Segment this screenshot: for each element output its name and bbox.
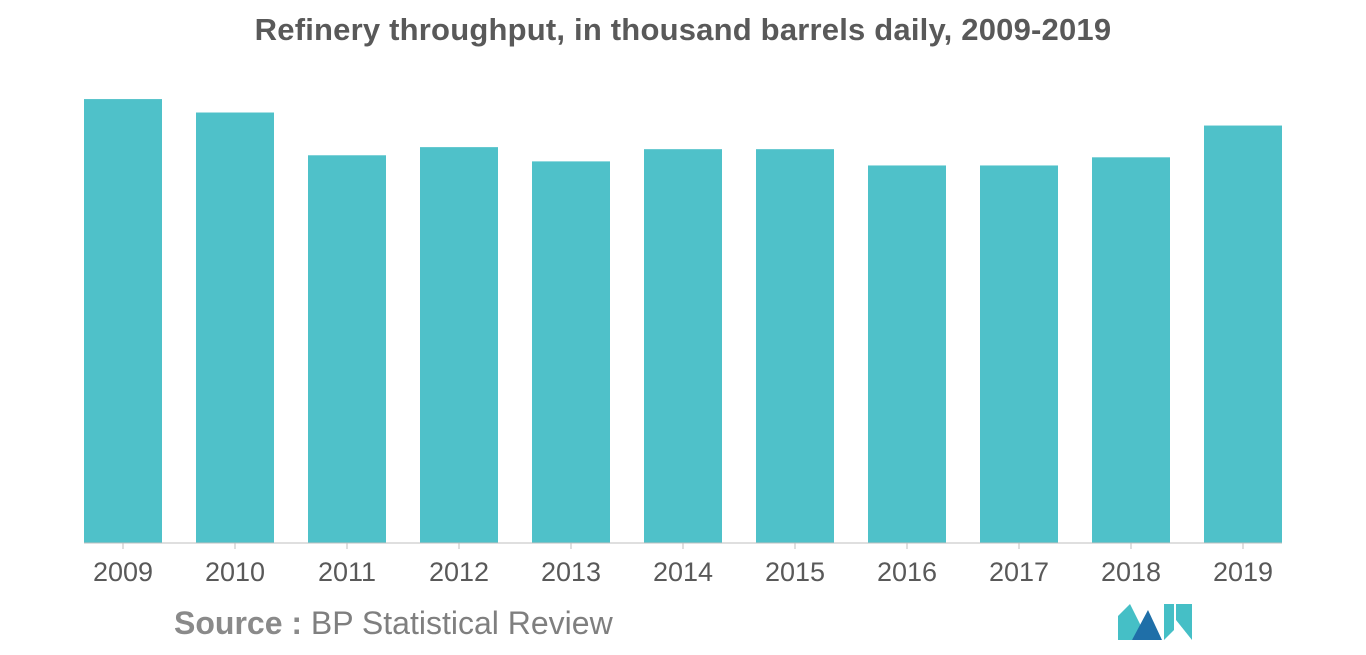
logo-right-shape-a	[1164, 604, 1174, 640]
logo-right-shape-b	[1176, 604, 1192, 640]
bar-2013	[532, 161, 610, 544]
bar-2014	[644, 149, 722, 543]
x-tick-label-2009: 2009	[93, 557, 153, 587]
bar-chart: 2009 2010 2011 2012 2013 2014 2015 2016 2017 2018…	[84, 99, 1282, 587]
source-text: BP Statistical Review	[310, 605, 613, 641]
mordor-intelligence-logo-icon	[1118, 604, 1192, 640]
logo-left-shape	[1118, 604, 1142, 640]
x-ticks-group	[122, 543, 1244, 549]
bar-2009	[84, 99, 162, 543]
bar-2019	[1204, 125, 1282, 543]
x-tick-label-2018: 2018	[1101, 557, 1161, 587]
x-tick-label-2016: 2016	[877, 557, 937, 587]
x-tick-label-2011: 2011	[318, 557, 376, 587]
x-tick-label-2014: 2014	[653, 557, 713, 587]
bar-2010	[196, 112, 274, 543]
x-tick-label-2010: 2010	[205, 557, 265, 587]
x-tick-labels-group: 2009 2010 2011 2012 2013 2014 2015 2016 2017 2018…	[93, 557, 1273, 587]
chart-title: Refinery throughput, in thousand barrels…	[254, 12, 1112, 47]
bar-2018	[1092, 157, 1170, 543]
bar-2011	[308, 155, 386, 543]
x-tick-label-2019: 2019	[1213, 557, 1273, 587]
bars-group	[84, 99, 1282, 544]
x-tick-label-2017: 2017	[989, 557, 1049, 587]
x-tick-label-2015: 2015	[765, 557, 825, 587]
bar-2017	[980, 165, 1058, 543]
bar-2015	[756, 149, 834, 543]
bar-2016	[868, 165, 946, 543]
x-tick-label-2013: 2013	[541, 557, 601, 587]
x-tick-label-2012: 2012	[429, 557, 489, 587]
source-label: Source :	[174, 605, 303, 641]
logo-middle-shape	[1132, 610, 1162, 640]
bar-2012	[420, 147, 498, 543]
source-line: Source : BP Statistical Review	[174, 605, 613, 642]
